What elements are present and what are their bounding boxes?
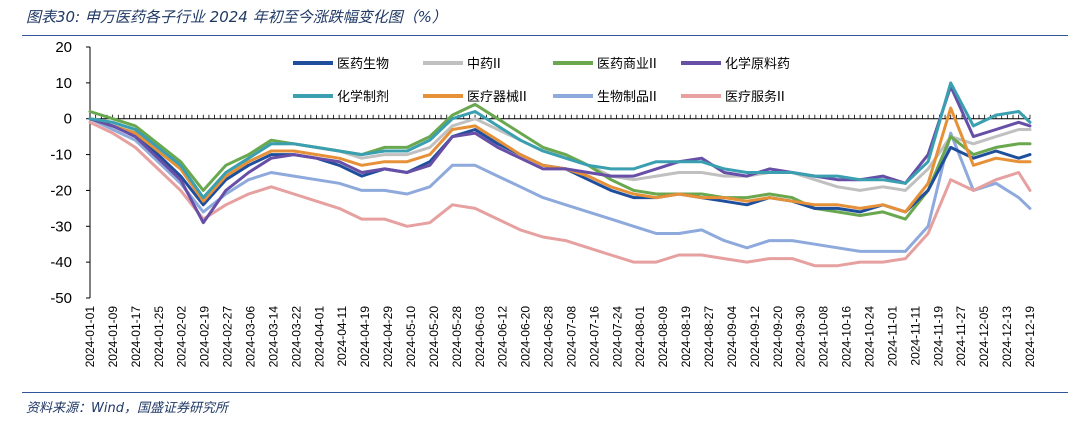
y-tick-label: -20 [50,182,72,199]
x-tick-label: 2024-07-24 [610,306,624,368]
x-tick-label: 2024-10-24 [863,306,877,368]
y-tick-label: 0 [64,111,72,128]
x-tick-label: 2024-05-28 [450,306,464,368]
y-tick-label: -40 [50,254,72,271]
x-tick-label: 2024-04-11 [335,306,349,367]
y-tick-label: -30 [50,218,72,235]
x-tick-label: 2024-05-20 [427,306,441,368]
legend-label: 中药II [467,57,501,72]
x-tick-label: 2024-04-29 [381,306,395,368]
series-line-5 [88,106,1032,214]
x-tick-label: 2024-12-13 [1000,306,1014,368]
source-divider [22,392,1068,393]
x-tick-label: 2024-03-22 [289,306,303,368]
x-tick-label: 2024-04-19 [358,306,372,368]
y-tick-label: 20 [55,39,72,56]
x-tick-label: 2024-11-11 [908,306,922,366]
legend-label: 生物制品II [597,90,657,105]
x-tick-label: 2024-12-05 [977,306,991,368]
x-axis-ticks: 2024-01-01 2024-01-09 2024-01-17 2024-01-25… [83,306,1037,368]
x-tick-label: 2024-12-19 [1023,306,1037,368]
x-tick-label: 2024-07-08 [565,306,579,368]
legend-label: 医疗服务II [725,89,785,105]
y-axis-ticks: 20 10 0 -10 -20 -30 -40 -50 [50,39,90,307]
x-tick-label: 2024-01-17 [129,306,143,368]
x-tick-label: 2024-06-20 [519,306,533,368]
x-tick-label: 2024-03-14 [266,306,280,368]
legend-label: 医药生物 [337,57,389,72]
x-tick-label: 2024-10-16 [840,306,854,368]
figure-title: 图表30: 申万医药各子行业 2024 年初至今涨跌幅变化图（%） [26,8,447,26]
x-tick-label: 2024-01-09 [106,306,120,368]
x-tick-label: 2024-07-16 [587,306,601,368]
title-divider [22,35,1068,36]
x-tick-label: 2024-08-19 [679,306,693,368]
x-tick-label: 2024-02-02 [175,306,189,368]
x-tick-label: 2024-04-01 [312,306,326,368]
x-tick-label: 2024-09-30 [794,306,808,368]
legend-label: 医药商业II [597,57,657,72]
x-tick-label: 2024-11-27 [954,306,968,367]
x-tick-label: 2024-09-04 [725,306,739,368]
series-line-2 [88,102,1032,221]
x-tick-label: 2024-05-10 [404,306,418,368]
x-tick-label: 2024-03-06 [244,306,258,368]
x-tick-label: 2024-06-03 [473,306,487,368]
x-tick-label: 2024-02-27 [221,306,235,368]
series-line-7 [88,120,1032,268]
x-tick-label: 2024-06-28 [542,306,556,368]
legend-label: 化学制剂 [337,89,389,105]
x-tick-label: 2024-11-19 [931,306,945,367]
x-tick-label: 2024-08-01 [633,306,647,368]
series-line-3 [88,84,1032,225]
x-tick-label: 2024-08-27 [702,306,716,368]
source-note: 资料来源：Wind，国盛证券研究所 [26,401,228,416]
x-tick-label: 2024-09-12 [748,306,762,368]
x-tick-label: 2024-09-20 [771,306,785,368]
series-lines [88,81,1032,268]
series-line-0 [88,117,1032,214]
y-tick-label: 10 [55,75,72,92]
x-tick-label: 2024-06-12 [496,306,510,368]
x-tick-label: 2024-08-09 [656,306,670,368]
x-tick-label: 2024-11-01 [885,306,899,367]
y-tick-label: -10 [50,147,72,164]
x-tick-label: 2024-01-25 [152,306,166,368]
x-tick-label: 2024-01-01 [83,306,97,368]
legend-label: 化学原料药 [725,56,790,72]
series-line-6 [88,117,1032,253]
y-tick-label: -50 [50,290,72,307]
series-line-4 [88,81,1032,200]
x-tick-label: 2024-02-19 [198,306,212,368]
x-tick-label: 2024-10-08 [817,306,831,368]
legend-label: 医疗器械II [467,90,527,105]
